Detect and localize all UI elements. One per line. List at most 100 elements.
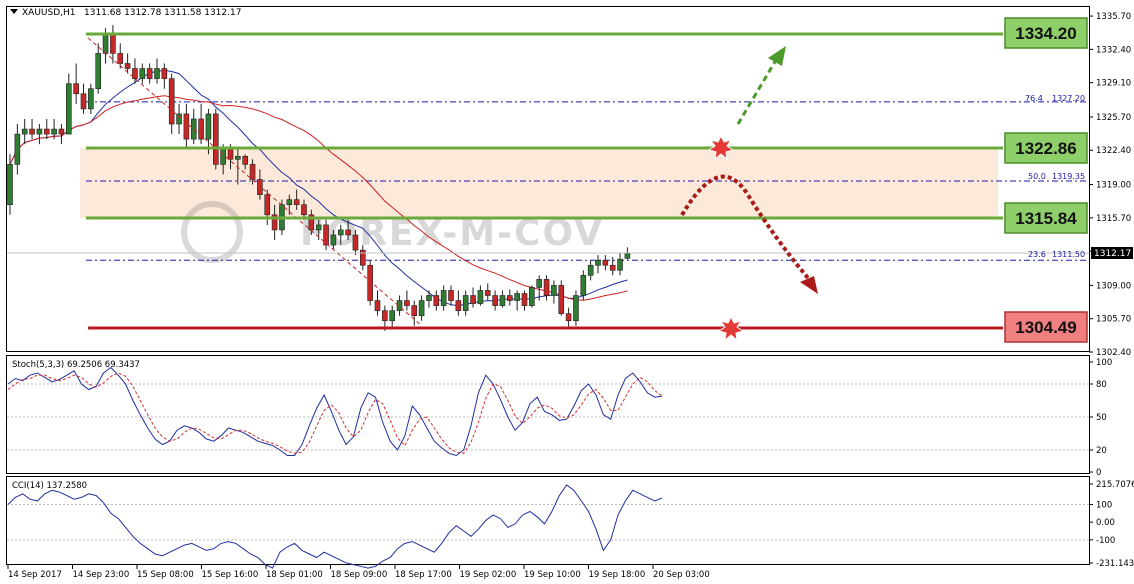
candle-body [352,234,359,251]
candle-body [293,199,300,206]
time-tick-label: 18 Sep 17:00 [395,570,452,580]
time-tick-label: 14 Sep 23:00 [73,570,130,580]
stoch-label: Stoch(5,3,3) 69.2506 69.3437 [12,360,140,370]
candle-body [337,229,344,236]
candle-body [58,128,65,135]
candle-body [433,295,440,306]
breakout-marker-top [707,134,735,161]
candle-body [484,290,491,296]
candle-body [609,264,616,271]
cci-line [7,484,663,569]
cci-label: CCI(14) 137.2580 [12,481,87,491]
candle-body [190,118,197,140]
candle-body [301,204,307,216]
stoch-tick-label: 20 [1096,446,1107,456]
candle-body [21,128,28,135]
candle-body [587,264,594,276]
cci-tick-label: 0.00 [1096,518,1115,528]
stoch-levels [7,383,1089,451]
fibo-236-price: 1311.50 [1052,250,1085,259]
candle-body [220,148,226,165]
level-label-s2: 1304.49 [1004,311,1088,343]
candle-body [374,300,381,311]
cci-tick-label: -231.1432 [1096,559,1134,569]
candle-body [595,259,601,266]
time-tick-label: 20 Sep 03:00 [653,570,710,580]
fibo-500-label: 50.0 [1028,172,1046,181]
candle-body [227,148,234,160]
candle-body [529,287,535,306]
time-tick-label: 14 Sep 2017 [8,570,62,580]
svg-text:1315.84: 1315.84 [1015,209,1077,228]
candle-body [426,295,432,301]
candle-body [154,68,160,79]
candle-body [345,229,351,236]
candle-body [499,295,506,306]
candle-body [315,224,322,231]
candle-body [448,290,454,301]
candle-body [43,128,50,135]
price-tick-label: 1315.70 [1096,214,1131,224]
candle-body [124,63,131,69]
svg-text:1312.17: 1312.17 [1094,249,1131,259]
price-tick-label: 1335.70 [1096,12,1131,22]
time-tick-label: 15 Sep 16:00 [202,570,259,580]
candle-body [7,164,13,206]
price-tick-label: 1309.00 [1096,281,1131,291]
stoch-axis: 100 80 50 20 0 [1089,358,1112,478]
candle-body [330,234,337,246]
cci-levels [7,503,1089,541]
stoch-tick-label: 80 [1096,380,1107,390]
candle-body [492,295,498,306]
cci-tick-label: -100 [1096,536,1115,546]
candle-body [117,53,124,64]
candle-body [404,300,410,306]
price-tick-label: 1305.70 [1096,315,1131,325]
price-tick-label: 1302.40 [1096,348,1131,358]
candle-body [264,194,271,216]
candle-body [462,295,469,311]
candle-body [183,113,190,140]
stoch-tick-label: 100 [1096,358,1112,368]
candle-body [176,113,182,125]
price-tick-label: 1332.40 [1096,45,1131,55]
candle-body [29,128,35,135]
time-tick-label: 18 Sep 01:00 [266,570,323,580]
svg-text:1322.86: 1322.86 [1015,139,1076,158]
consolidation-zone [80,148,998,218]
chart-menu-triangle-icon[interactable] [10,9,18,14]
stoch-tick-label: 50 [1096,413,1107,423]
fibo-764-price: 1327.20 [1052,94,1085,103]
candle-body [455,300,462,311]
fibo-500-price: 1319.35 [1052,172,1085,181]
candle-body [624,253,631,259]
candle-body [580,275,587,296]
candles [7,25,631,331]
candle-body [359,249,366,266]
stoch-tick-label: 0 [1096,468,1101,478]
candle-body [14,133,21,165]
time-tick-label: 15 Sep 08:00 [137,570,194,580]
stoch-panel-frame [6,355,1090,474]
candle-body [573,295,579,322]
time-tick-label: 19 Sep 10:00 [524,570,581,580]
candle-body [73,83,79,95]
bullish-arrow [736,46,786,125]
fibo-diagonal [87,37,423,327]
svg-text:1334.20: 1334.20 [1015,24,1076,43]
cci-tick-label: 100 [1096,500,1112,510]
candle-body [521,293,528,306]
candle-body [249,164,256,180]
candle-body [257,179,263,195]
candle-body [514,293,520,301]
candle-body [66,83,72,135]
fibo-764-label: 76.4 [1025,94,1043,103]
candle-body [536,279,543,288]
candle-body [367,264,373,301]
candle-body [418,300,425,316]
level-label-s1: 1315.84 [1004,202,1088,234]
candle-body [161,68,168,79]
ma-slow-line [9,95,628,301]
cci-axis: 215.7076 100 0.00 -100 -231.1432 [1089,480,1134,569]
